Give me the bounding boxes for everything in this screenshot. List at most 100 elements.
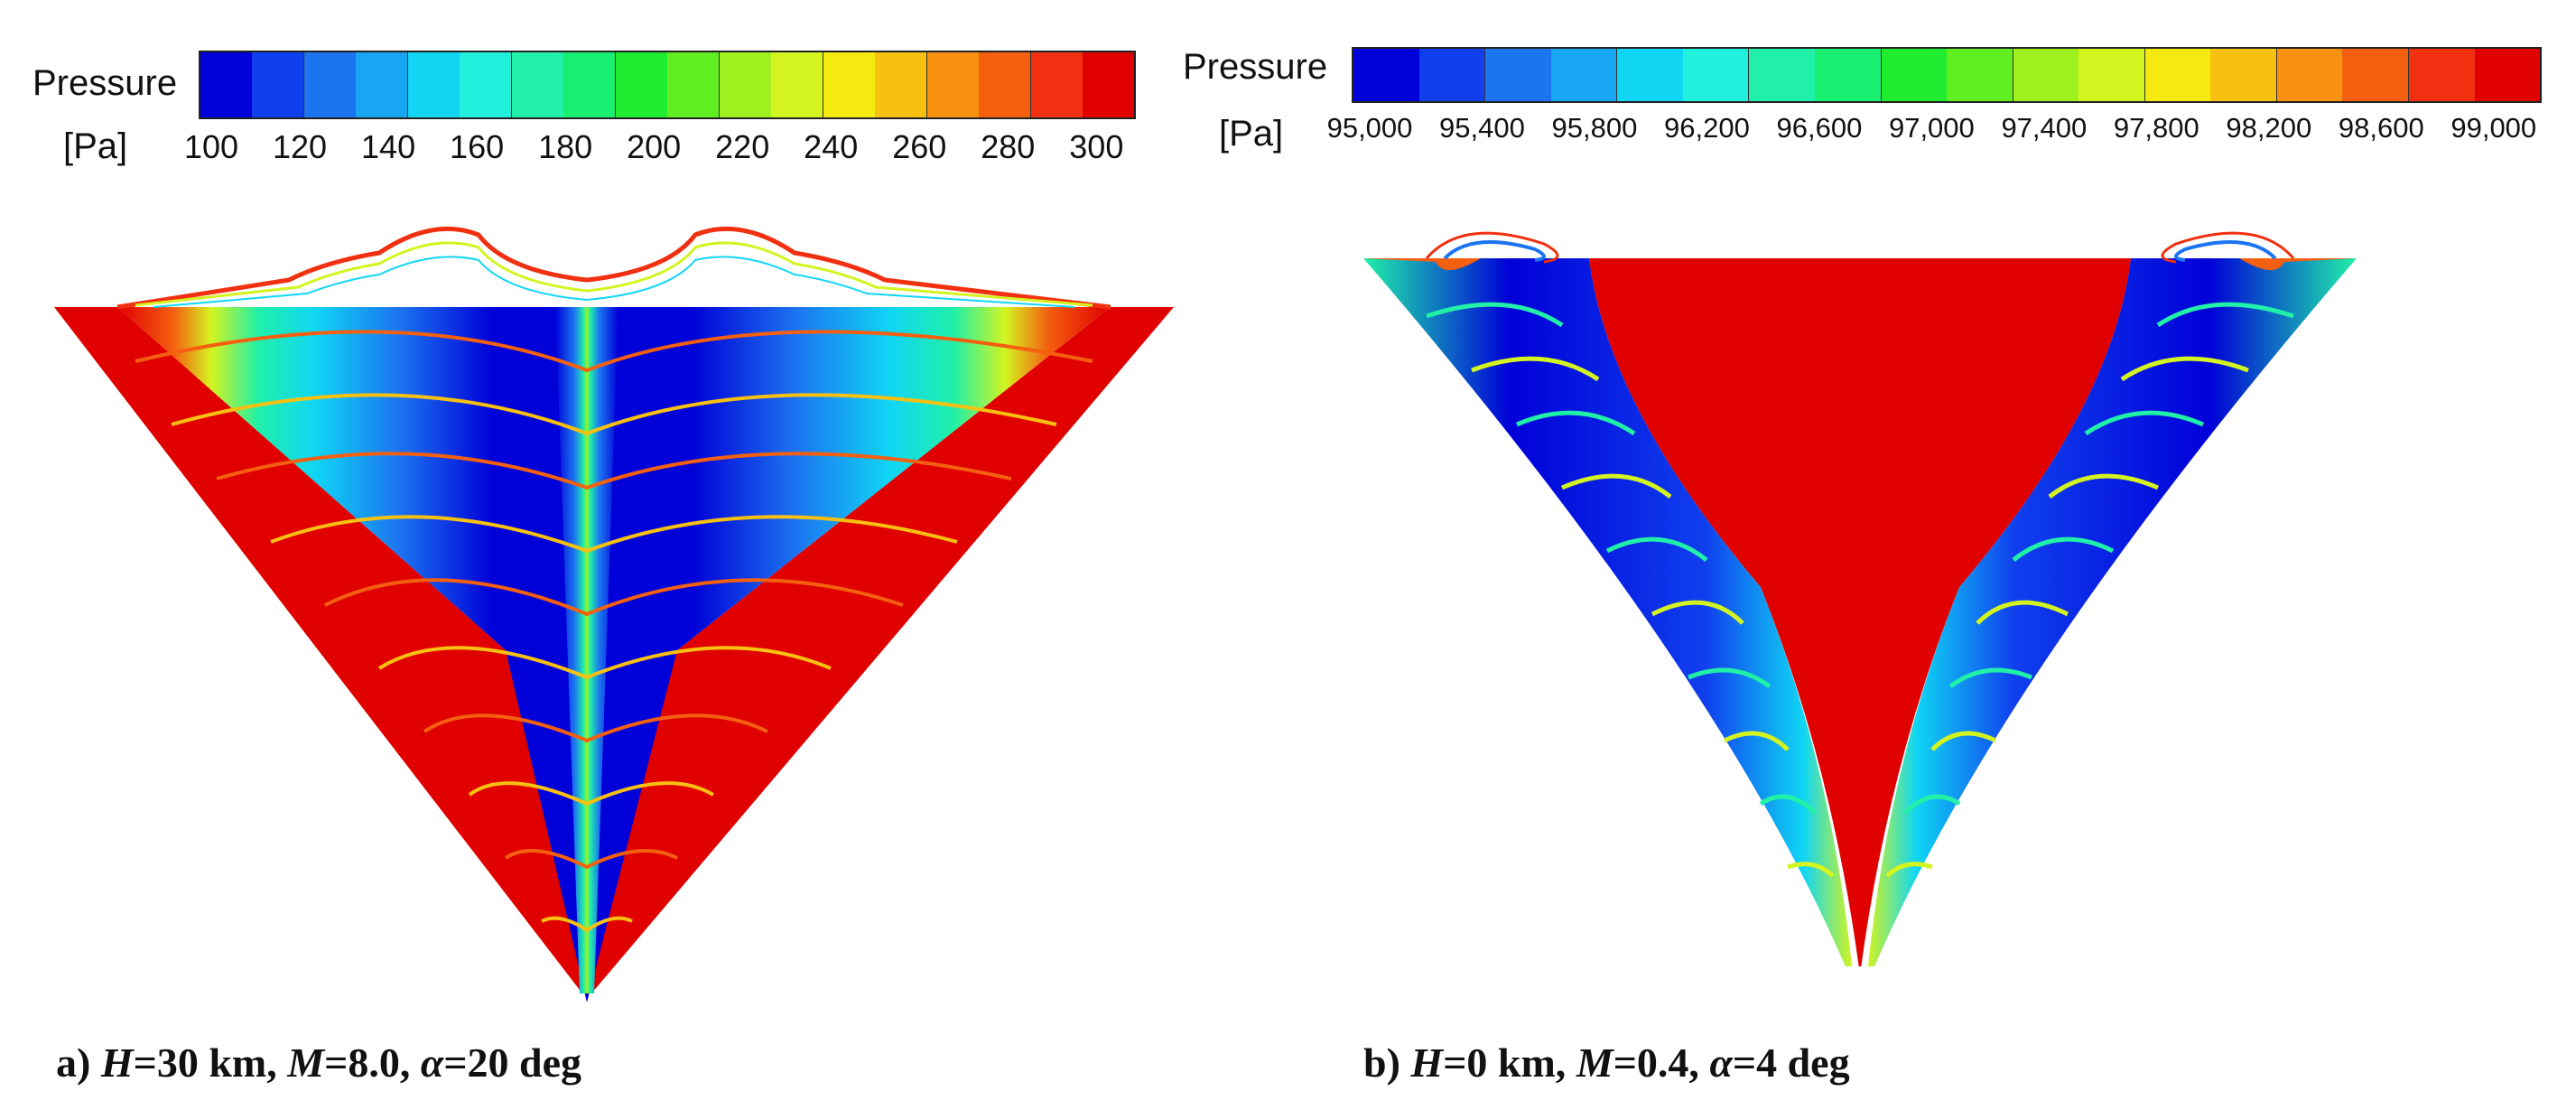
colorbar-segment [771, 52, 823, 117]
caption-b: b) H=0 km, M=0.4, α=4 deg [1363, 1039, 1850, 1086]
caption-mach-value: =0.4, [1613, 1040, 1710, 1086]
colorbar-segment [563, 52, 616, 117]
legend-unit: [Pa] [1219, 114, 1284, 154]
colorbar-segment [460, 52, 512, 117]
colorbar-tick-label: 140 [361, 128, 416, 165]
colorbar-segment [1418, 49, 1486, 101]
wing-left-band [1363, 258, 1852, 966]
colorbar-tick-label: 97,400 [2001, 112, 2088, 144]
caption-mach-symbol: M [1576, 1040, 1613, 1086]
colorbar [1352, 47, 2542, 103]
colorbar-tick-label: 98,600 [2338, 112, 2424, 144]
vortex-ribs-left [1426, 302, 1835, 878]
caption-alpha-symbol: α [1709, 1040, 1733, 1086]
leading-edge-shock [116, 226, 1111, 310]
colorbar-segment [1353, 49, 1419, 101]
colorbar-segment [2078, 49, 2145, 101]
caption-altitude-value: =0 km, [1443, 1040, 1576, 1086]
colorbar-tick-label: 100 [183, 128, 239, 165]
colorbar-segment [823, 52, 875, 117]
panel-a: Pressure [Pa] 100 120 140 160 180 200 220 240 26… [0, 0, 1174, 1119]
colorbar-tick-label: 220 [715, 128, 770, 165]
wing-right-half [587, 307, 1111, 1002]
legend-unit: [Pa] [63, 126, 128, 166]
colorbar-segment [2342, 49, 2409, 101]
colorbar-segment [1031, 52, 1083, 117]
wing-left-half [117, 307, 587, 1002]
leading-edge-highlight-right [2239, 258, 2357, 271]
caption-prefix: a) [56, 1040, 101, 1086]
caption-alpha-value: =4 deg [1732, 1040, 1850, 1086]
colorbar-segment [1617, 49, 1683, 101]
outer-red-region-right [587, 307, 1174, 993]
colorbar-tick-label: 96,200 [1664, 112, 1750, 144]
colorbar-segment [2474, 49, 2541, 101]
colorbar-tick-label: 98,200 [2226, 112, 2312, 144]
shock-lines [135, 330, 1093, 933]
outer-red-region-left [54, 307, 587, 993]
colorbar-segment [2013, 49, 2079, 101]
wing-right-band [1868, 258, 2357, 966]
colorbar-segment [304, 52, 356, 117]
colorbar-tick-label: 240 [804, 128, 859, 165]
pressure-contour-plot [54, 226, 1174, 1002]
colorbar-segment [1881, 49, 1948, 101]
colorbar-tick-label: 180 [538, 128, 593, 165]
caption-altitude-symbol: H [100, 1040, 134, 1086]
colorbar-tick-label: 96,600 [1776, 112, 1863, 144]
colorbar-segment [875, 52, 927, 117]
caption-alpha-symbol: α [420, 1040, 444, 1086]
colorbar-segment [2144, 49, 2211, 101]
colorbar-tick-label: 300 [1069, 128, 1124, 165]
colorbar-tick-label: 95,000 [1326, 112, 1413, 144]
colorbar-segment [927, 52, 979, 117]
central-high-pressure-region [1589, 258, 2131, 966]
caption-mach-value: =8.0, [324, 1040, 421, 1086]
pressure-contour-plot [1363, 231, 2357, 966]
colorbar-segment [1814, 49, 1882, 101]
wing-center-strip [555, 307, 618, 993]
vortex-loop-right [2161, 231, 2295, 264]
colorbar-segment [1083, 52, 1134, 117]
colorbar-tick-label: 99,000 [2450, 112, 2537, 144]
colorbar-segment [252, 52, 304, 117]
colorbar-segment [2210, 49, 2277, 101]
colorbar-tick-label: 95,800 [1551, 112, 1638, 144]
colorbar-segment [512, 52, 563, 117]
colorbar-segment [408, 52, 460, 117]
vortex-ribs-right [1885, 302, 2294, 878]
legend-title: Pressure [33, 63, 178, 103]
vortex-loop-left [1425, 231, 1559, 264]
colorbar-segment [720, 52, 771, 117]
colorbar-segment [356, 52, 408, 117]
colorbar-segment [1682, 49, 1750, 101]
caption-mach-symbol: M [287, 1040, 325, 1086]
colorbar-tick-label: 97,800 [2113, 112, 2199, 144]
colorbar-segment [2409, 49, 2475, 101]
colorbar-tick-label: 200 [627, 128, 682, 165]
colorbar-segment [200, 52, 252, 117]
colorbar-tick-label: 280 [981, 128, 1036, 165]
colorbar-segment [1550, 49, 1618, 101]
colorbar-segment [1749, 49, 1815, 101]
colorbar-segment [667, 52, 720, 117]
leading-edge-highlight-left [1363, 258, 1481, 271]
caption-prefix: b) [1363, 1040, 1411, 1086]
caption-altitude-value: =30 km, [133, 1040, 288, 1086]
legend-title: Pressure [1183, 47, 1328, 87]
colorbar-segment [1485, 49, 1551, 101]
colorbar-segment [979, 52, 1031, 117]
colorbar-tick-label: 160 [450, 128, 505, 165]
colorbar-segment [2276, 49, 2343, 101]
caption-altitude-symbol: H [1410, 1040, 1444, 1086]
colorbar-tick-label: 120 [272, 128, 328, 165]
colorbar-segment [616, 52, 667, 117]
caption-a: a) H=30 km, M=8.0, α=20 deg [56, 1039, 581, 1086]
colorbar-tick-label: 95,400 [1439, 112, 1525, 144]
colorbar [199, 51, 1136, 119]
colorbar-segment [1947, 49, 2013, 101]
caption-alpha-value: =20 deg [443, 1040, 582, 1086]
colorbar-tick-label: 97,000 [1888, 112, 1975, 144]
panel-b: Pressure [Pa] 95,000 95,400 95,800 96,200 96… [1165, 0, 2576, 1119]
colorbar-tick-label: 260 [892, 128, 947, 165]
